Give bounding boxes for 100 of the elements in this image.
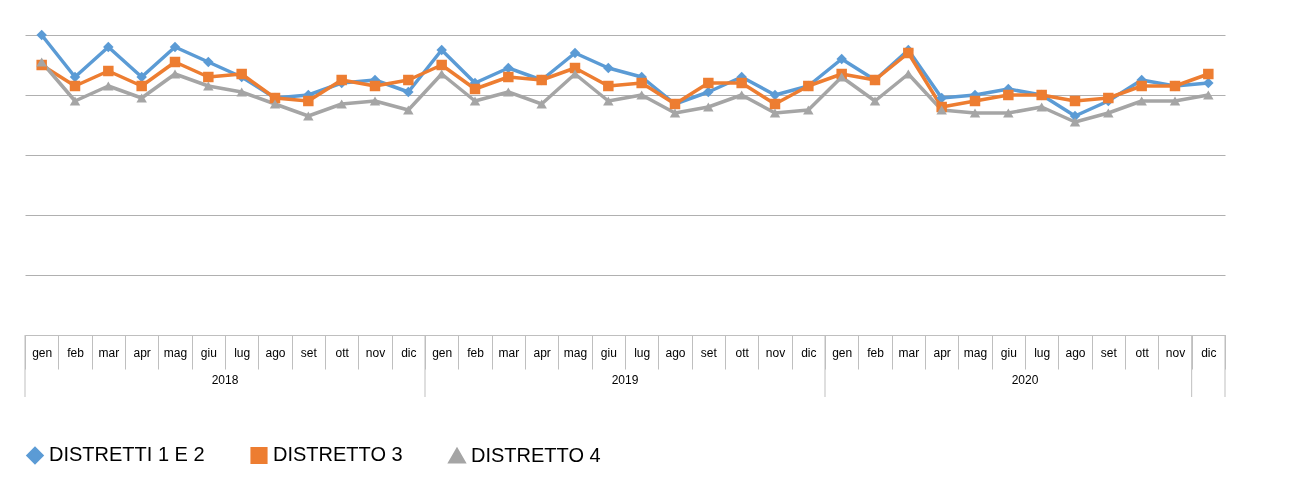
point xyxy=(236,87,247,97)
x-tick-label: nov xyxy=(365,345,386,360)
x-tick-label: set xyxy=(1100,345,1118,360)
point xyxy=(969,108,981,118)
point xyxy=(103,65,114,77)
legend-label: DISTRETTI 1 E 2 xyxy=(49,443,205,466)
point xyxy=(69,96,81,106)
point xyxy=(636,90,647,100)
point xyxy=(836,72,847,82)
point xyxy=(869,96,881,106)
point xyxy=(669,108,681,118)
point xyxy=(536,99,547,109)
point xyxy=(769,108,781,118)
x-tick-label: set xyxy=(700,345,718,360)
x-tick-label: nov xyxy=(765,345,786,360)
point xyxy=(203,56,214,68)
x-tick-label: dic xyxy=(401,345,417,360)
point xyxy=(369,96,381,106)
point xyxy=(136,80,147,92)
point xyxy=(769,98,781,110)
x-tick-label: dic xyxy=(1201,345,1217,360)
x-tick-label: gen xyxy=(32,345,53,360)
point xyxy=(269,99,281,109)
point xyxy=(203,71,214,83)
point xyxy=(736,90,747,100)
x-tick-label: mar xyxy=(498,345,520,360)
legend-label: DISTRETTO 4 xyxy=(471,443,601,466)
point xyxy=(1136,80,1147,92)
point xyxy=(703,77,714,89)
x-tick-label: feb xyxy=(67,345,85,360)
x-tick-label: ago xyxy=(1065,345,1086,360)
point xyxy=(369,80,381,92)
x-tick-label: giu xyxy=(600,345,617,360)
x-tick-label: mag xyxy=(963,345,988,360)
point xyxy=(636,77,647,89)
x-tick-label: giu xyxy=(1000,345,1017,360)
x-tick-label: lug xyxy=(634,345,651,360)
x-tick-label: ago xyxy=(265,345,286,360)
point xyxy=(503,71,514,83)
x-tick-label: mag xyxy=(563,345,588,360)
point xyxy=(1169,96,1181,106)
point xyxy=(503,87,514,97)
x-tick-label: gen xyxy=(832,345,853,360)
x-tick-label: apr xyxy=(533,345,551,360)
point xyxy=(1003,89,1014,101)
point xyxy=(1003,108,1014,118)
point xyxy=(1203,90,1214,100)
x-tick-label: apr xyxy=(933,345,951,360)
x-tick-label: lug xyxy=(234,345,251,360)
point xyxy=(1069,117,1081,127)
point xyxy=(603,62,614,74)
point xyxy=(136,93,147,103)
point xyxy=(436,59,447,71)
point xyxy=(169,41,181,53)
point xyxy=(1203,68,1214,80)
point xyxy=(303,95,314,107)
point xyxy=(469,83,481,95)
x-tick-label: mar xyxy=(898,345,920,360)
x-tick-label: dic xyxy=(801,345,817,360)
x-tick-label: feb xyxy=(867,345,885,360)
point xyxy=(1036,102,1047,112)
point xyxy=(469,96,481,106)
point xyxy=(103,81,114,91)
point xyxy=(1103,108,1114,118)
x-tick-label: feb xyxy=(467,345,485,360)
point xyxy=(103,41,114,53)
x-tick-label: ago xyxy=(665,345,686,360)
point xyxy=(836,53,847,65)
point xyxy=(303,111,314,121)
x-tick-label: ott xyxy=(735,345,750,360)
x-tick-label: mag xyxy=(163,345,188,360)
text: 2018 xyxy=(211,373,239,387)
point xyxy=(336,99,347,109)
x-tick-label: set xyxy=(300,345,318,360)
point xyxy=(403,86,414,98)
point xyxy=(969,95,981,107)
x-tick-label: ott xyxy=(1135,345,1150,360)
point xyxy=(169,56,181,68)
legend-label: DISTRETTO 3 xyxy=(273,443,403,466)
point xyxy=(36,57,47,67)
x-tick-label: lug xyxy=(1034,345,1051,360)
point xyxy=(403,74,414,86)
point xyxy=(569,47,581,59)
point xyxy=(403,105,414,115)
x-tick-label: ott xyxy=(335,345,350,360)
point xyxy=(69,80,81,92)
point xyxy=(36,29,47,41)
point xyxy=(203,81,214,91)
point xyxy=(703,102,714,112)
x-tick-label: mar xyxy=(98,345,120,360)
point xyxy=(1069,95,1081,107)
point xyxy=(603,80,614,92)
text: 2019 xyxy=(611,373,639,387)
point xyxy=(1136,96,1147,106)
x-tick-label: nov xyxy=(1165,345,1186,360)
x-tick-label: apr xyxy=(133,345,151,360)
x-tick-label: giu xyxy=(200,345,217,360)
point xyxy=(736,77,747,89)
point xyxy=(803,105,814,115)
text: 2020 xyxy=(1011,373,1039,387)
